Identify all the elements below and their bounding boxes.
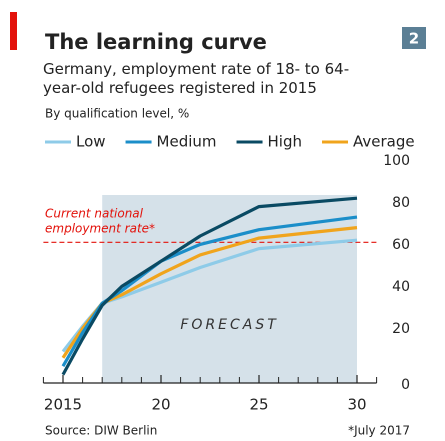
y-tick-label: 40	[392, 279, 410, 295]
legend-label: High	[268, 133, 302, 151]
number-box	[402, 27, 426, 49]
chart-number: 2	[409, 30, 419, 48]
subtitle-box: Germany, employment rate of 18- to 64-ye…	[43, 60, 350, 97]
x-tick-label: 2015	[44, 396, 82, 414]
series-line	[61, 226, 358, 359]
x-tick-label: 25	[249, 396, 268, 414]
legend-label: Low	[76, 133, 106, 151]
series-line	[61, 215, 358, 368]
source: Source: DIW Berlin	[45, 424, 157, 438]
y-tick-label: 20	[392, 321, 410, 337]
y-tick-label: 100	[383, 153, 410, 169]
accent-bar	[10, 12, 17, 50]
y-tick-label: 60	[392, 237, 410, 253]
chart-title: The learning curve	[45, 30, 267, 54]
footnote: *July 2017	[348, 424, 410, 438]
legend-label: Medium	[157, 133, 217, 151]
x-tick-label: 20	[151, 396, 170, 414]
series-line	[61, 196, 358, 376]
y-tick-label: 80	[392, 195, 410, 211]
chart-subtitle: Germany, employment rate of 18- to 64-ye…	[43, 60, 350, 97]
forecast-label: FORECAST	[180, 317, 278, 333]
unit-note: By qualification level, %	[45, 107, 189, 121]
legend-label: Average	[353, 133, 415, 151]
x-tick-label: 30	[347, 396, 366, 414]
reference-label: Current national	[45, 207, 144, 221]
y-tick-label: 0	[401, 377, 410, 393]
reference-label: employment rate*	[45, 222, 155, 236]
